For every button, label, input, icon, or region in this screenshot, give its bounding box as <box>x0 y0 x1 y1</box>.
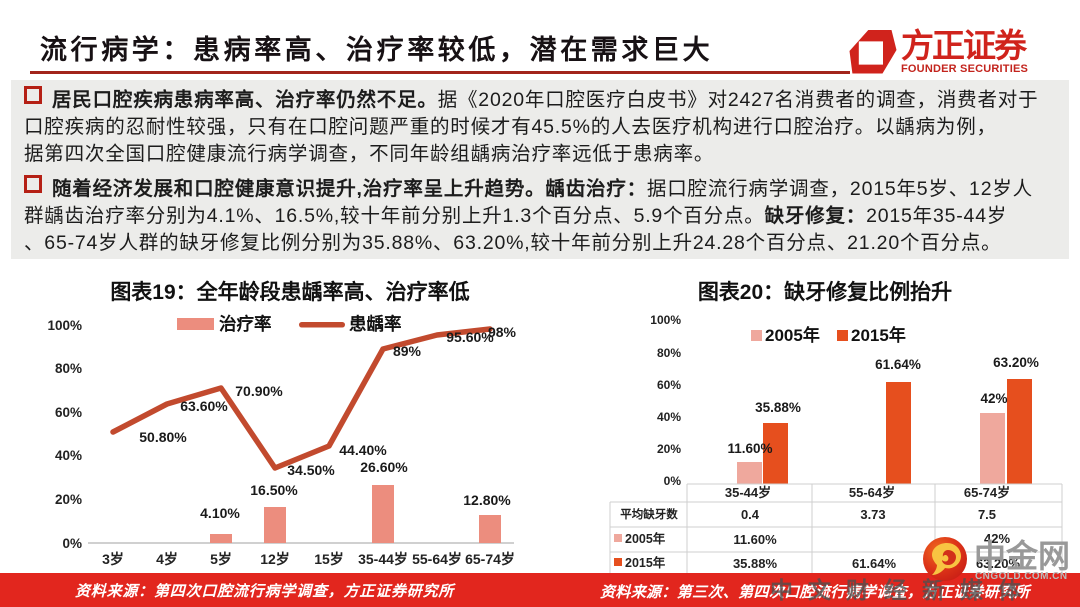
svg-text:50.80%: 50.80% <box>139 429 187 445</box>
svg-text:26.60%: 26.60% <box>360 459 408 475</box>
svg-text:20%: 20% <box>657 442 681 456</box>
svg-text:7.5: 7.5 <box>978 507 996 522</box>
svg-text:42%: 42% <box>984 531 1010 546</box>
svg-text:60%: 60% <box>55 405 82 420</box>
svg-text:70.90%: 70.90% <box>235 383 283 399</box>
svg-text:CNGOLD.COM.CN: CNGOLD.COM.CN <box>975 571 1068 582</box>
svg-text:5岁: 5岁 <box>210 551 232 567</box>
svg-text:55-64岁: 55-64岁 <box>412 551 462 567</box>
svg-text:63.60%: 63.60% <box>180 398 228 414</box>
svg-text:100%: 100% <box>650 313 681 327</box>
svg-text:35-44岁: 35-44岁 <box>725 485 771 500</box>
svg-text:42%: 42% <box>980 391 1007 406</box>
svg-text:中金网: 中金网 <box>974 538 1070 574</box>
svg-text:0.4: 0.4 <box>741 507 760 522</box>
svg-text:61.64%: 61.64% <box>852 556 897 571</box>
svg-text:图表19：全年龄段患龋率高、治疗率低: 图表19：全年龄段患龋率高、治疗率低 <box>110 280 469 304</box>
svg-text:图表20：缺牙修复比例抬升: 图表20：缺牙修复比例抬升 <box>698 280 952 304</box>
svg-text:40%: 40% <box>657 410 681 424</box>
svg-text:80%: 80% <box>657 346 681 360</box>
svg-text:40%: 40% <box>55 448 82 463</box>
svg-text:资料来源：第三次、第四次口腔流行病学调查，方正证券研究所: 资料来源：第三次、第四次口腔流行病学调查，方正证券研究所 <box>600 583 1032 601</box>
svg-text:63.20%: 63.20% <box>993 355 1039 370</box>
svg-text:2015年: 2015年 <box>851 325 906 345</box>
svg-text:95.60%: 95.60% <box>446 329 494 345</box>
svg-text:2005年: 2005年 <box>625 531 666 546</box>
svg-text:60%: 60% <box>657 378 681 392</box>
svg-text:2005年: 2005年 <box>765 325 820 345</box>
svg-text:98%: 98% <box>488 324 517 340</box>
svg-text:平均缺牙数: 平均缺牙数 <box>620 507 678 521</box>
svg-text:35.88%: 35.88% <box>755 400 801 415</box>
svg-text:3.73: 3.73 <box>860 507 885 522</box>
svg-text:55-64岁: 55-64岁 <box>849 485 895 500</box>
svg-text:资料来源：第四次口腔流行病学调查，方正证券研究所: 资料来源：第四次口腔流行病学调查，方正证券研究所 <box>75 582 456 600</box>
svg-text:11.60%: 11.60% <box>733 532 777 547</box>
svg-text:15岁: 15岁 <box>314 551 344 567</box>
svg-text:63.20%: 63.20% <box>976 556 1021 571</box>
svg-text:80%: 80% <box>55 361 82 376</box>
svg-text:2015年: 2015年 <box>625 555 666 570</box>
svg-text:65-74岁: 65-74岁 <box>465 551 515 567</box>
svg-text:35.88%: 35.88% <box>733 556 778 571</box>
svg-text:61.64%: 61.64% <box>875 357 921 372</box>
svg-text:89%: 89% <box>393 343 422 359</box>
svg-text:患龋率: 患龋率 <box>349 314 402 334</box>
svg-text:4.10%: 4.10% <box>200 505 240 521</box>
svg-text:0%: 0% <box>664 474 682 488</box>
svg-text:0%: 0% <box>62 536 82 551</box>
svg-text:12.80%: 12.80% <box>463 492 511 508</box>
svg-text:16.50%: 16.50% <box>250 482 298 498</box>
svg-text:4岁: 4岁 <box>156 551 178 567</box>
svg-text:65-74岁: 65-74岁 <box>964 485 1010 500</box>
svg-text:12岁: 12岁 <box>260 551 290 567</box>
svg-text:34.50%: 34.50% <box>287 462 335 478</box>
svg-text:44.40%: 44.40% <box>339 442 387 458</box>
svg-text:中文财经新媒体: 中文财经新媒体 <box>770 577 1036 603</box>
svg-text:100%: 100% <box>47 318 82 333</box>
svg-text:11.60%: 11.60% <box>727 441 772 456</box>
svg-text:20%: 20% <box>55 492 82 507</box>
svg-text:治疗率: 治疗率 <box>219 314 272 334</box>
svg-text:35-44岁: 35-44岁 <box>358 551 408 567</box>
svg-text:3岁: 3岁 <box>102 551 124 567</box>
